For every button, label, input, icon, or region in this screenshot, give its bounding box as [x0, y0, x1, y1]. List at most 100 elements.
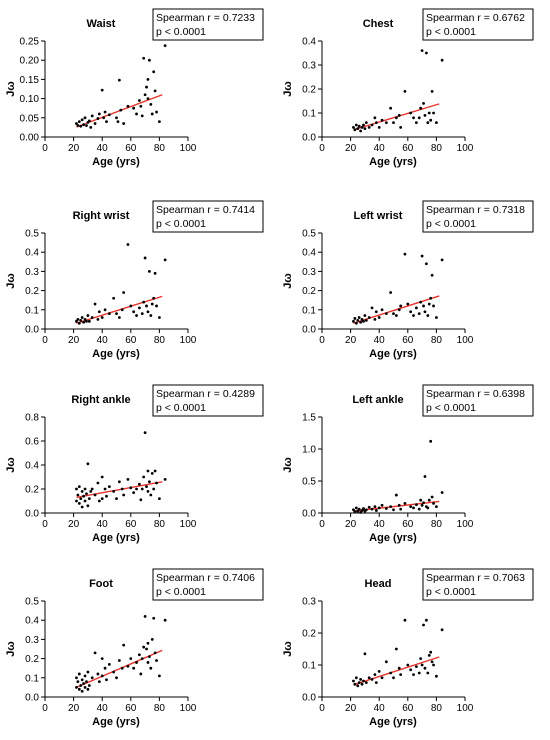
- data-point: [422, 623, 425, 627]
- data-point: [424, 51, 428, 55]
- data-point: [139, 672, 143, 676]
- data-point: [155, 481, 158, 485]
- data-point: [86, 314, 90, 317]
- data-point: [155, 110, 158, 114]
- x-tick-label: 80: [154, 519, 166, 530]
- x-tick-label: 80: [431, 335, 443, 346]
- data-point: [163, 478, 167, 481]
- data-point: [359, 320, 363, 324]
- data-point: [426, 121, 430, 124]
- data-point: [429, 439, 433, 443]
- data-point: [412, 314, 415, 317]
- data-point: [82, 494, 86, 498]
- stats-p-value: p < 0.0001: [426, 218, 476, 230]
- y-tick-label: 0.0: [302, 133, 316, 144]
- data-point: [389, 671, 393, 675]
- data-point: [420, 663, 424, 667]
- x-tick-label: 0: [319, 519, 325, 530]
- x-tick-label: 0: [42, 335, 48, 346]
- x-tick-label: 20: [345, 519, 357, 530]
- data-point: [423, 666, 427, 670]
- x-tick-label: 20: [345, 703, 357, 714]
- data-point: [139, 498, 143, 502]
- data-point: [80, 490, 84, 493]
- data-point: [83, 686, 87, 689]
- data-point: [353, 682, 357, 686]
- y-tick-label: 0.4: [302, 248, 316, 259]
- data-point: [150, 112, 154, 116]
- stats-box: [422, 384, 534, 417]
- data-point: [352, 508, 355, 512]
- x-axis-label: Age (yrs): [369, 156, 417, 168]
- data-point: [147, 270, 151, 273]
- data-point: [115, 676, 118, 680]
- stats-box: [152, 200, 264, 233]
- data-point: [356, 684, 360, 688]
- data-point: [356, 318, 360, 322]
- data-point: [153, 651, 157, 655]
- data-point: [163, 258, 167, 262]
- data-point: [414, 306, 418, 310]
- data-point: [384, 660, 388, 664]
- data-point: [75, 686, 78, 689]
- data-point: [362, 679, 365, 683]
- data-point: [149, 102, 153, 106]
- data-point: [363, 314, 367, 317]
- data-point: [389, 505, 393, 508]
- data-point: [83, 487, 87, 491]
- regression-line: [76, 649, 163, 689]
- data-point: [143, 93, 147, 97]
- data-point: [412, 673, 415, 676]
- stats-p-value: p < 0.0001: [156, 26, 206, 38]
- panel-title: Right wrist: [73, 210, 130, 222]
- data-point: [143, 614, 147, 618]
- data-point: [93, 493, 97, 497]
- data-point: [87, 319, 91, 323]
- data-point: [163, 618, 167, 622]
- y-tick-label: 0.0: [302, 693, 316, 704]
- x-tick-label: 100: [180, 519, 197, 530]
- data-point: [129, 657, 133, 660]
- data-point: [427, 654, 431, 657]
- data-point: [430, 495, 434, 499]
- y-axis-label: Jω: [282, 81, 294, 96]
- data-point: [75, 122, 78, 125]
- y-tick-label: 0.1: [25, 305, 39, 316]
- data-point: [370, 123, 374, 127]
- data-point: [356, 509, 360, 513]
- data-point: [75, 487, 78, 491]
- data-point: [373, 116, 377, 120]
- data-point: [126, 664, 130, 668]
- data-point: [435, 316, 438, 319]
- data-point: [146, 469, 150, 473]
- data-point: [149, 666, 153, 670]
- x-tick-label: 60: [125, 519, 137, 530]
- regression-line: [353, 656, 440, 686]
- data-point: [163, 44, 167, 48]
- panel-title: Head: [365, 578, 392, 590]
- data-point: [87, 684, 91, 687]
- data-point: [117, 659, 121, 662]
- y-tick-label: 0.2: [302, 629, 316, 640]
- y-tick-label: 0.3: [302, 267, 316, 278]
- data-point: [146, 97, 150, 100]
- data-point: [96, 318, 100, 321]
- data-point: [147, 655, 151, 659]
- y-tick-label: 0.5: [302, 477, 316, 488]
- x-tick-label: 40: [97, 519, 109, 530]
- stats-box: [422, 8, 534, 41]
- y-axis-label: Jω: [282, 273, 294, 288]
- y-axis-label: Jω: [5, 641, 17, 656]
- stats-box: [422, 568, 534, 601]
- stats-box: [152, 8, 264, 41]
- data-point: [87, 119, 91, 123]
- data-point: [356, 127, 360, 130]
- y-tick-label: 0.2: [302, 286, 316, 297]
- data-point: [155, 659, 158, 662]
- x-tick-label: 80: [431, 703, 443, 714]
- stats-spearman: Spearman r = 0.7406: [156, 572, 255, 584]
- data-point: [150, 472, 154, 475]
- y-tick-label: 0.0: [302, 509, 316, 520]
- stats-p-value: p < 0.0001: [156, 218, 206, 230]
- data-point: [363, 652, 367, 656]
